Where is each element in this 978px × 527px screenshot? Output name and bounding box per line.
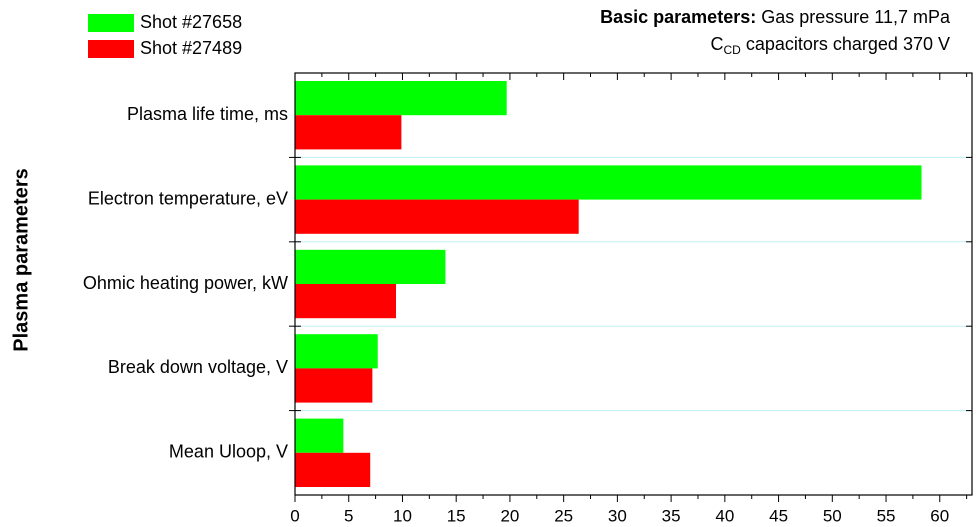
x-tick-label: 60 [930,506,949,525]
x-tick-label: 5 [344,506,353,525]
bar [295,199,579,234]
legend-swatch [88,40,134,58]
x-tick-label: 35 [662,506,681,525]
x-tick-label: 0 [290,506,299,525]
bar [295,284,397,319]
category-label: Break down voltage, V [108,357,288,377]
legend-swatch [88,14,134,32]
bar [295,115,402,150]
category-label: Mean Uloop, V [169,442,288,462]
x-tick-label: 30 [608,506,627,525]
x-tick-label: 40 [715,506,734,525]
bar [295,334,378,369]
x-tick-label: 20 [500,506,519,525]
annotation-capacitor-symbol: C [711,34,724,54]
legend-label: Shot #27658 [140,12,242,32]
legend-label: Shot #27489 [140,38,242,58]
bar [295,368,373,403]
x-tick-label: 10 [393,506,412,525]
plot-frame [294,72,973,496]
annotation-line-2: CCD capacitors charged 370 V [711,34,951,57]
category-label: Plasma life time, ms [127,104,288,124]
x-tick-label: 25 [554,506,573,525]
bar [295,81,507,116]
x-tick-label: 45 [769,506,788,525]
annotation-capacitor-text: capacitors charged 370 V [746,34,950,54]
x-tick-label: 55 [877,506,896,525]
annotation-heading: Basic parameters: [600,7,756,27]
annotation-pressure: Gas pressure 11,7 mPa [761,7,951,27]
bar [295,165,922,200]
x-tick-label: 15 [447,506,466,525]
bar [295,249,446,284]
annotation-capacitor-subscript: CD [724,43,742,57]
category-label: Ohmic heating power, kW [83,273,288,293]
bar [295,418,344,453]
annotation-line-1: Basic parameters: Gas pressure 11,7 mPa [600,7,951,27]
category-label: Electron temperature, eV [88,188,288,208]
x-tick-label: 50 [823,506,842,525]
y-axis-label: Plasma parameters [10,168,32,351]
bar [295,452,371,487]
